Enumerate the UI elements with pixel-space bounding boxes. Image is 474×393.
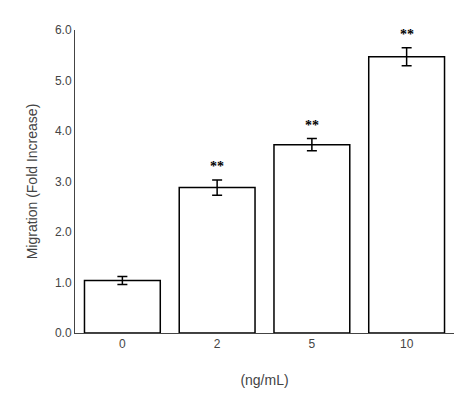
svg-text:(ng/mL): (ng/mL) bbox=[240, 372, 288, 388]
svg-text:4.0: 4.0 bbox=[55, 124, 72, 138]
svg-text:**: ** bbox=[400, 27, 414, 42]
svg-text:10: 10 bbox=[400, 337, 414, 351]
svg-text:1.0: 1.0 bbox=[55, 276, 72, 290]
svg-text:5: 5 bbox=[309, 337, 316, 351]
svg-text:0: 0 bbox=[119, 337, 126, 351]
svg-text:5.0: 5.0 bbox=[55, 74, 72, 88]
svg-text:**: ** bbox=[305, 118, 319, 133]
svg-text:0.0: 0.0 bbox=[55, 326, 72, 340]
svg-text:2: 2 bbox=[214, 337, 221, 351]
svg-text:3.0: 3.0 bbox=[55, 175, 72, 189]
svg-text:**: ** bbox=[210, 159, 224, 174]
svg-text:Migration (Fold Increase): Migration (Fold Increase) bbox=[24, 104, 40, 260]
svg-text:2.0: 2.0 bbox=[55, 225, 72, 239]
svg-text:6.0: 6.0 bbox=[55, 23, 72, 37]
